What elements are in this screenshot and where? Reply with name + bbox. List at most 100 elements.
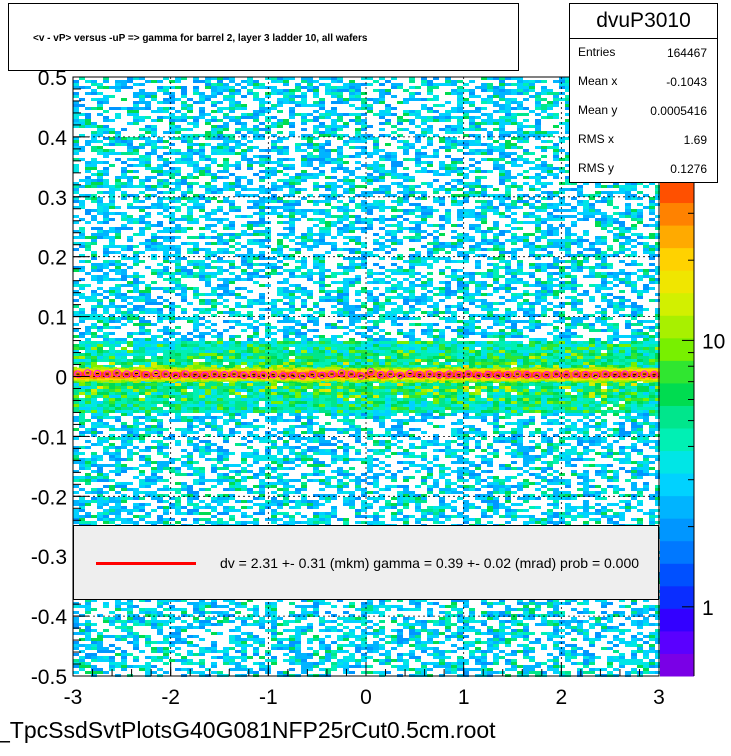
heat-cell xyxy=(469,92,475,95)
heat-cell xyxy=(445,167,451,170)
heat-cell xyxy=(355,278,361,281)
heat-cell xyxy=(541,131,547,134)
heat-cell xyxy=(271,299,277,302)
heat-cell xyxy=(331,347,337,350)
heat-cell xyxy=(409,344,415,347)
heat-cell xyxy=(613,221,619,224)
heat-cell xyxy=(259,308,265,311)
heat-cell xyxy=(403,158,409,161)
heat-cell xyxy=(613,191,619,194)
heat-cell xyxy=(445,275,451,278)
heat-cell xyxy=(481,143,487,146)
heat-cell xyxy=(493,257,499,260)
heat-cell xyxy=(271,167,277,170)
heat-cell xyxy=(235,296,241,299)
heat-cell xyxy=(151,206,157,209)
heat-cell xyxy=(481,287,487,290)
heat-cell xyxy=(253,275,259,278)
heat-cell xyxy=(451,260,457,263)
heat-cell xyxy=(175,188,181,191)
heat-cell xyxy=(205,215,211,218)
heat-cell xyxy=(211,188,217,191)
heat-cell xyxy=(145,266,151,269)
heat-cell xyxy=(499,137,505,140)
heat-cell xyxy=(211,242,217,245)
heat-cell xyxy=(181,347,187,350)
heat-cell xyxy=(295,329,301,332)
heat-cell xyxy=(91,131,97,134)
heat-cell xyxy=(319,263,325,266)
heat-cell xyxy=(487,152,493,155)
heat-cell xyxy=(397,161,403,164)
heat-cell xyxy=(487,308,493,311)
heat-cell xyxy=(265,329,271,332)
heat-cell xyxy=(439,344,445,347)
heat-cell xyxy=(367,104,373,107)
heat-cell xyxy=(391,323,397,326)
heat-cell xyxy=(103,206,109,209)
heat-cell xyxy=(253,92,259,95)
heat-cell xyxy=(553,92,559,95)
heat-cell xyxy=(91,194,97,197)
heat-cell xyxy=(361,185,367,188)
heat-cell xyxy=(601,323,607,326)
heat-cell xyxy=(535,290,541,293)
heat-cell xyxy=(229,347,235,350)
heat-cell xyxy=(319,338,325,341)
heat-cell xyxy=(151,344,157,347)
heat-cell xyxy=(583,194,589,197)
heat-cell xyxy=(427,215,433,218)
heat-cell xyxy=(481,191,487,194)
heat-cell xyxy=(259,161,265,164)
heat-cell xyxy=(271,92,277,95)
heat-cell xyxy=(181,275,187,278)
heat-cell xyxy=(385,155,391,158)
heat-cell xyxy=(103,251,109,254)
heat-cell xyxy=(553,293,559,296)
heat-cell xyxy=(463,236,469,239)
heat-cell xyxy=(367,203,373,206)
heat-cell xyxy=(481,206,487,209)
heat-cell xyxy=(289,89,295,92)
heat-cell xyxy=(331,323,337,326)
heat-cell xyxy=(559,305,565,308)
heat-cell xyxy=(199,299,205,302)
heat-cell xyxy=(463,173,469,176)
heat-cell xyxy=(289,299,295,302)
heat-cell xyxy=(541,107,547,110)
heat-cell xyxy=(217,311,223,314)
heat-cell xyxy=(445,320,451,323)
heat-cell xyxy=(469,326,475,329)
heat-cell xyxy=(193,320,199,323)
heat-cell xyxy=(421,311,427,314)
heat-cell xyxy=(277,80,283,83)
heat-cell xyxy=(415,113,421,116)
heat-cell xyxy=(535,263,541,266)
heat-cell xyxy=(547,116,553,119)
heat-cell xyxy=(289,209,295,212)
heat-cell xyxy=(601,257,607,260)
heat-cell xyxy=(421,107,427,110)
heat-cell xyxy=(469,152,475,155)
heat-cell xyxy=(241,269,247,272)
heat-cell xyxy=(313,302,319,305)
heat-cell xyxy=(235,104,241,107)
heat-cell xyxy=(469,158,475,161)
heat-cell xyxy=(163,239,169,242)
heat-cell xyxy=(271,269,277,272)
heat-cell xyxy=(325,344,331,347)
heat-cell xyxy=(301,299,307,302)
heat-cell xyxy=(283,209,289,212)
heat-cell xyxy=(421,260,427,263)
heat-cell xyxy=(565,131,571,134)
heat-cell xyxy=(301,122,307,125)
heat-cell xyxy=(259,299,265,302)
heat-cell xyxy=(481,149,487,152)
heat-cell xyxy=(259,245,265,248)
heat-cell xyxy=(331,191,337,194)
heat-cell xyxy=(169,80,175,83)
heat-cell xyxy=(73,170,79,173)
heat-cell xyxy=(607,194,613,197)
heat-cell xyxy=(133,233,139,236)
heat-cell xyxy=(391,296,397,299)
